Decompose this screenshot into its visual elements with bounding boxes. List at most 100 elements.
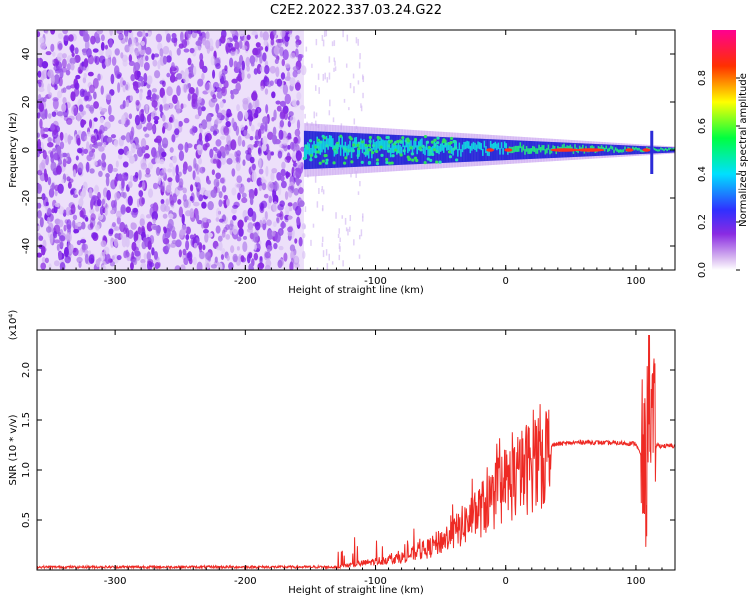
noise-blob: [206, 218, 212, 224]
noise-blob: [75, 74, 81, 80]
noise-blob: [45, 51, 52, 56]
signal-core: [505, 143, 508, 150]
noise-blob: [287, 215, 293, 220]
sparse-speck: [337, 233, 340, 238]
signal-core: [664, 147, 668, 151]
noise-blob: [85, 141, 90, 152]
noise-blob: [189, 195, 194, 202]
noise-blob: [231, 78, 238, 84]
noise-blob: [146, 221, 153, 232]
noise-blob: [230, 139, 237, 151]
sparse-speck: [360, 229, 363, 237]
noise-blob: [215, 63, 221, 70]
noise-blob: [142, 126, 148, 132]
noise-blob: [172, 155, 177, 164]
sparse-speck: [304, 206, 307, 213]
signal-dot: [376, 135, 380, 140]
signal-core: [330, 135, 333, 148]
noise-blob: [232, 215, 237, 221]
noise-blob: [236, 246, 240, 251]
noise-blob: [133, 81, 139, 91]
noise-blob: [63, 34, 70, 42]
noise-blob: [278, 129, 284, 140]
noise-blob: [127, 195, 133, 206]
noise-blob: [115, 160, 119, 168]
noise-blob: [88, 84, 95, 94]
signal-core: [621, 149, 624, 153]
noise-blob: [284, 191, 289, 200]
signal-core: [324, 141, 327, 153]
signal-core: [461, 144, 464, 153]
sparse-speck: [311, 63, 313, 68]
noise-blob: [47, 83, 51, 94]
signal-spike: [650, 130, 654, 174]
signal-band: [380, 134, 383, 166]
signal-core: [610, 145, 613, 149]
noise-blob: [169, 74, 176, 83]
noise-blob: [210, 264, 217, 269]
signal-core: [383, 140, 386, 151]
signal-core: [421, 138, 424, 148]
noise-blob: [165, 243, 171, 251]
noise-blob: [280, 168, 286, 177]
noise-blob: [166, 86, 173, 97]
noise-blob: [186, 143, 193, 149]
noise-blob: [241, 197, 248, 204]
noise-blob: [182, 194, 187, 202]
noise-blob: [122, 80, 126, 86]
noise-blob: [60, 67, 68, 73]
noise-blob: [66, 117, 73, 125]
noise-blob: [152, 182, 159, 190]
noise-blob: [62, 158, 67, 168]
signal-core: [546, 148, 549, 154]
noise-blob: [117, 148, 125, 155]
noise-blob: [80, 191, 85, 200]
noise-blob: [229, 57, 234, 68]
noise-blob: [293, 187, 299, 196]
colorbar-tick-label: 0.2: [697, 214, 708, 230]
noise-blob: [267, 181, 274, 192]
noise-blob: [70, 204, 76, 215]
signal-dot: [447, 150, 452, 154]
noise-blob: [171, 239, 178, 245]
sparse-speck: [328, 72, 331, 80]
signal-core: [617, 149, 621, 153]
signal-dot: [436, 136, 440, 140]
noise-blob: [302, 232, 306, 239]
noise-blob: [285, 63, 291, 69]
noise-blob: [75, 134, 81, 145]
noise-blob: [137, 75, 144, 82]
noise-blob: [296, 119, 301, 130]
signal-core: [305, 146, 308, 159]
noise-blob: [65, 206, 71, 216]
noise-blob: [175, 164, 179, 176]
noise-blob: [251, 163, 256, 171]
signal-core: [447, 141, 450, 150]
noise-blob: [210, 189, 217, 198]
noise-blob: [137, 226, 142, 235]
signal-dot: [368, 139, 372, 144]
noise-blob: [204, 260, 211, 269]
signal-core: [478, 142, 482, 150]
signal-peak: [576, 148, 605, 152]
noise-blob: [103, 141, 107, 148]
noise-blob: [165, 184, 172, 193]
noise-blob: [197, 78, 204, 87]
noise-blob: [38, 81, 42, 88]
signal-core: [619, 149, 622, 153]
noise-blob: [245, 56, 250, 68]
y-tick-label: -40: [21, 238, 32, 254]
sparse-speck: [315, 85, 317, 91]
sparse-speck: [353, 118, 356, 125]
noise-blob: [255, 42, 261, 48]
signal-dot: [363, 151, 367, 155]
noise-blob: [78, 69, 83, 74]
sparse-speck: [357, 38, 359, 46]
noise-blob: [128, 54, 133, 63]
signal-core: [639, 149, 643, 152]
signal-dot: [442, 138, 446, 142]
signal-dot: [454, 146, 458, 150]
noise-blob: [277, 203, 284, 211]
noise-blob: [195, 45, 202, 51]
signal-dot: [386, 135, 390, 140]
